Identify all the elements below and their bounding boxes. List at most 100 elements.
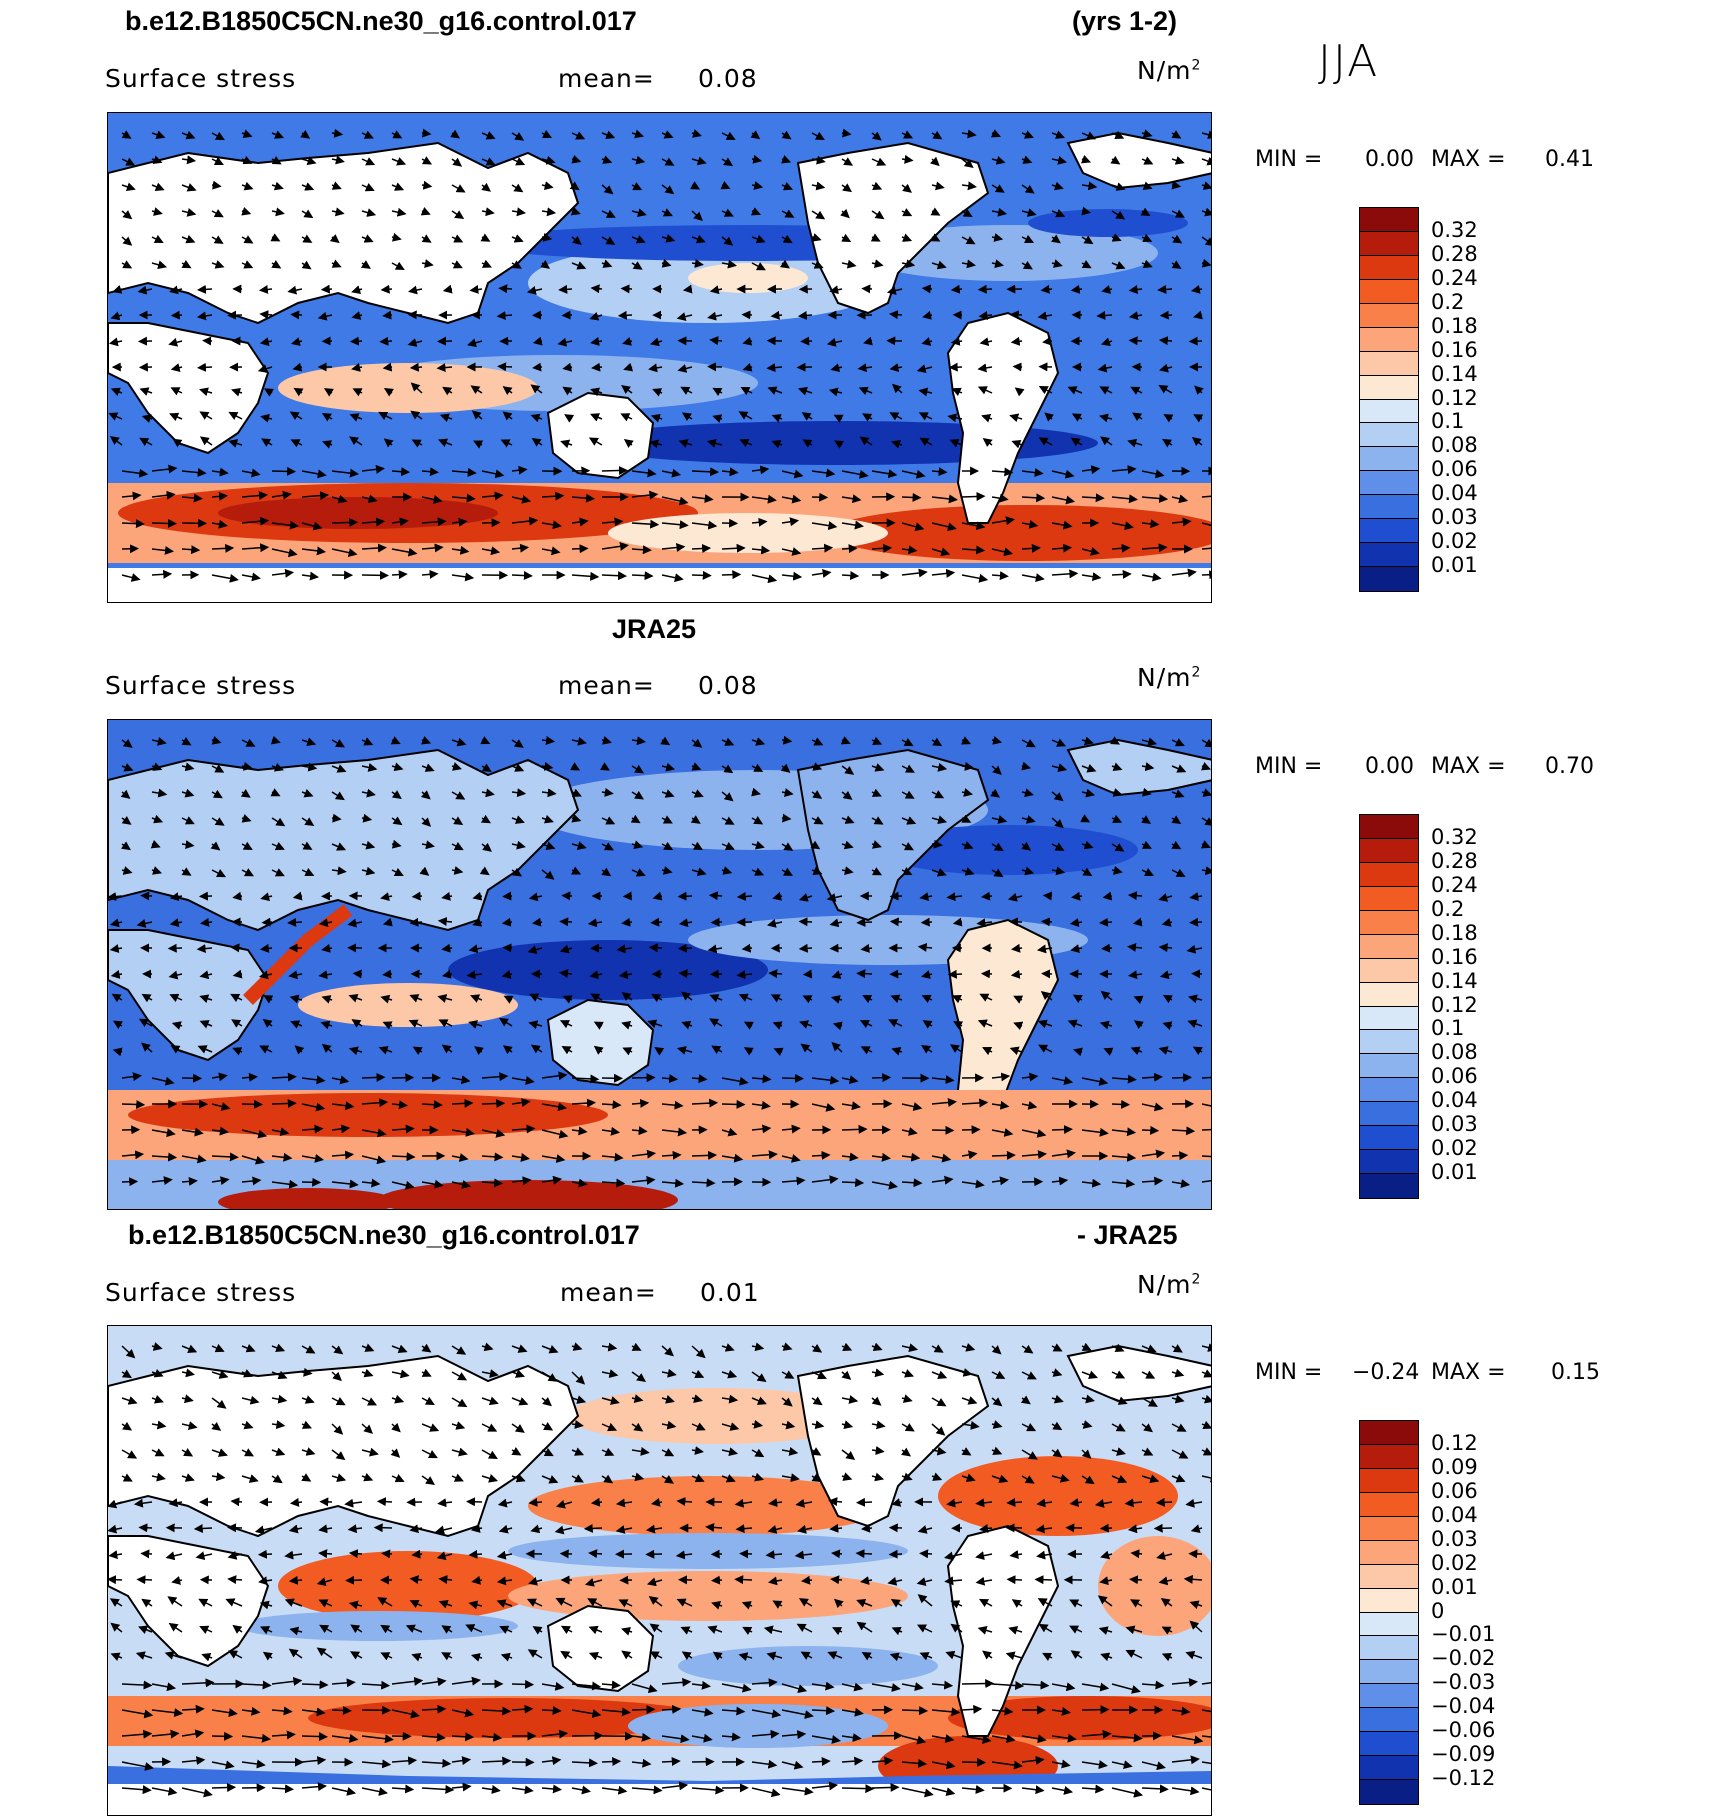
stress-arrow [721,791,734,802]
stress-arrow [290,439,303,448]
stress-arrow [841,128,852,138]
stress-arrow [317,311,333,321]
stress-arrow [1157,284,1173,294]
stress-arrow [871,131,882,141]
stress-arrow [345,1575,363,1585]
stress-arrow [290,310,303,320]
stress-arrow [661,520,689,530]
stress-arrow [531,437,543,447]
stress-arrow [977,284,993,294]
stress-arrow [140,1549,153,1559]
stress-arrow [721,1099,746,1109]
stress-arrow [421,763,435,772]
stress-arrow [571,493,595,503]
stress-arrow [467,338,483,348]
stress-arrow [110,387,123,397]
stress-arrow [1193,310,1203,320]
colorbar-tick-label: 0.24 [1431,265,1478,290]
stress-arrow [830,1575,843,1585]
stress-arrow [931,467,948,477]
stress-arrow [721,208,734,217]
stress-arrow [318,1549,333,1559]
stress-arrow [1110,155,1121,165]
stress-arrow [121,236,133,246]
stress-arrow [451,493,476,503]
stress-arrow [834,440,845,449]
stress-arrow [151,464,178,474]
stress-arrow [991,571,1009,581]
panel3-map-svg [108,1326,1211,1815]
stress-arrow [211,789,223,799]
stress-arrow [287,917,303,927]
stress-arrow [263,388,274,397]
stress-arrow [532,336,543,346]
stress-arrow [564,414,575,423]
stress-arrow [442,284,453,294]
stress-arrow [1080,155,1092,164]
colorbar-swatch [1360,399,1418,424]
stress-arrow [1081,493,1105,503]
stress-arrow [241,235,254,244]
stress-arrow [170,310,183,320]
stress-arrow [691,234,706,244]
stress-arrow [420,790,431,800]
stress-arrow [661,208,673,217]
stress-arrow [391,467,411,477]
stress-arrow [502,411,513,421]
colorbar-tick-label: 0.01 [1431,553,1478,578]
stress-arrow [1201,547,1211,550]
stress-arrow [1012,362,1023,372]
colorbar-swatch [1360,1612,1418,1637]
stress-arrow [721,737,735,746]
stress-arrow [1159,310,1173,320]
stress-arrow [139,387,153,396]
stress-arrow [631,1073,656,1083]
stress-arrow [856,969,873,979]
colorbar-tick-label: 0.02 [1431,529,1478,554]
stress-arrow [271,260,282,269]
stress-arrow [870,233,881,242]
stress-arrow [351,363,363,372]
stress-arrow [381,1549,393,1559]
stress-arrow [961,761,974,771]
stress-arrow [961,1679,995,1689]
stress-arrow [631,129,645,139]
stress-arrow [811,233,822,242]
stress-arrow [361,234,374,243]
stress-arrow [991,735,1003,745]
stress-arrow [901,183,912,193]
stress-arrow [811,568,832,578]
stress-arrow [469,284,483,294]
stress-arrow [961,1757,987,1767]
stress-arrow [1051,155,1067,165]
stress-arrow [241,206,252,216]
stress-arrow [901,568,928,578]
stress-arrow [811,1706,836,1716]
stress-arrow [601,541,629,551]
stress-arrow [1191,436,1203,447]
stress-arrow [721,236,734,246]
stress-arrow [622,337,633,346]
colorbar-tick-label: 0.1 [1431,409,1465,434]
stress-arrow [991,547,1014,557]
stress-arrow [811,521,838,531]
stress-arrow [901,469,926,479]
stress-arrow [863,336,873,346]
stress-arrow [811,1756,831,1766]
colorbar-swatch [1360,1540,1418,1565]
wind-stress-vectors [108,735,1211,1190]
stress-arrow [631,208,647,217]
stress-arrow [811,181,826,191]
stress-arrow [257,1549,273,1559]
stress-arrow [331,128,344,138]
stress-arrow [601,735,612,745]
stress-arrow [650,917,663,927]
stress-arrow [601,130,616,140]
colorbar-tick-label: 0.04 [1431,481,1478,506]
panel1-colorbar: 0.32 0.28 0.24 0.2 0.18 0.16 0.14 0.12 0.1 0.08 0.… [1359,207,1478,592]
stress-arrow [601,571,627,581]
stress-arrow [1021,761,1032,771]
stress-arrow [691,570,712,580]
stress-arrow [1111,762,1123,771]
stress-arrow [571,517,589,527]
